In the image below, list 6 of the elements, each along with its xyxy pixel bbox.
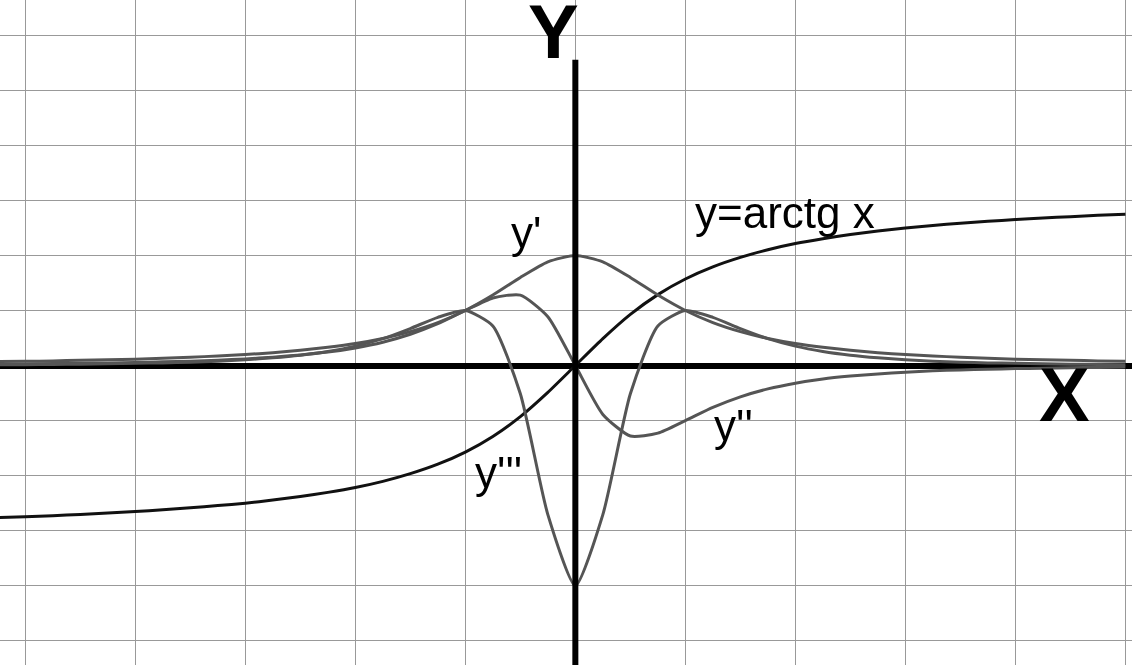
- y-axis-title: Y: [528, 0, 579, 74]
- series-label: y': [511, 208, 542, 257]
- x-axis-title: X: [1039, 352, 1090, 437]
- series-label: y'': [714, 401, 753, 450]
- series-label: y''': [475, 448, 523, 497]
- series-label: y=arctg x: [695, 188, 875, 237]
